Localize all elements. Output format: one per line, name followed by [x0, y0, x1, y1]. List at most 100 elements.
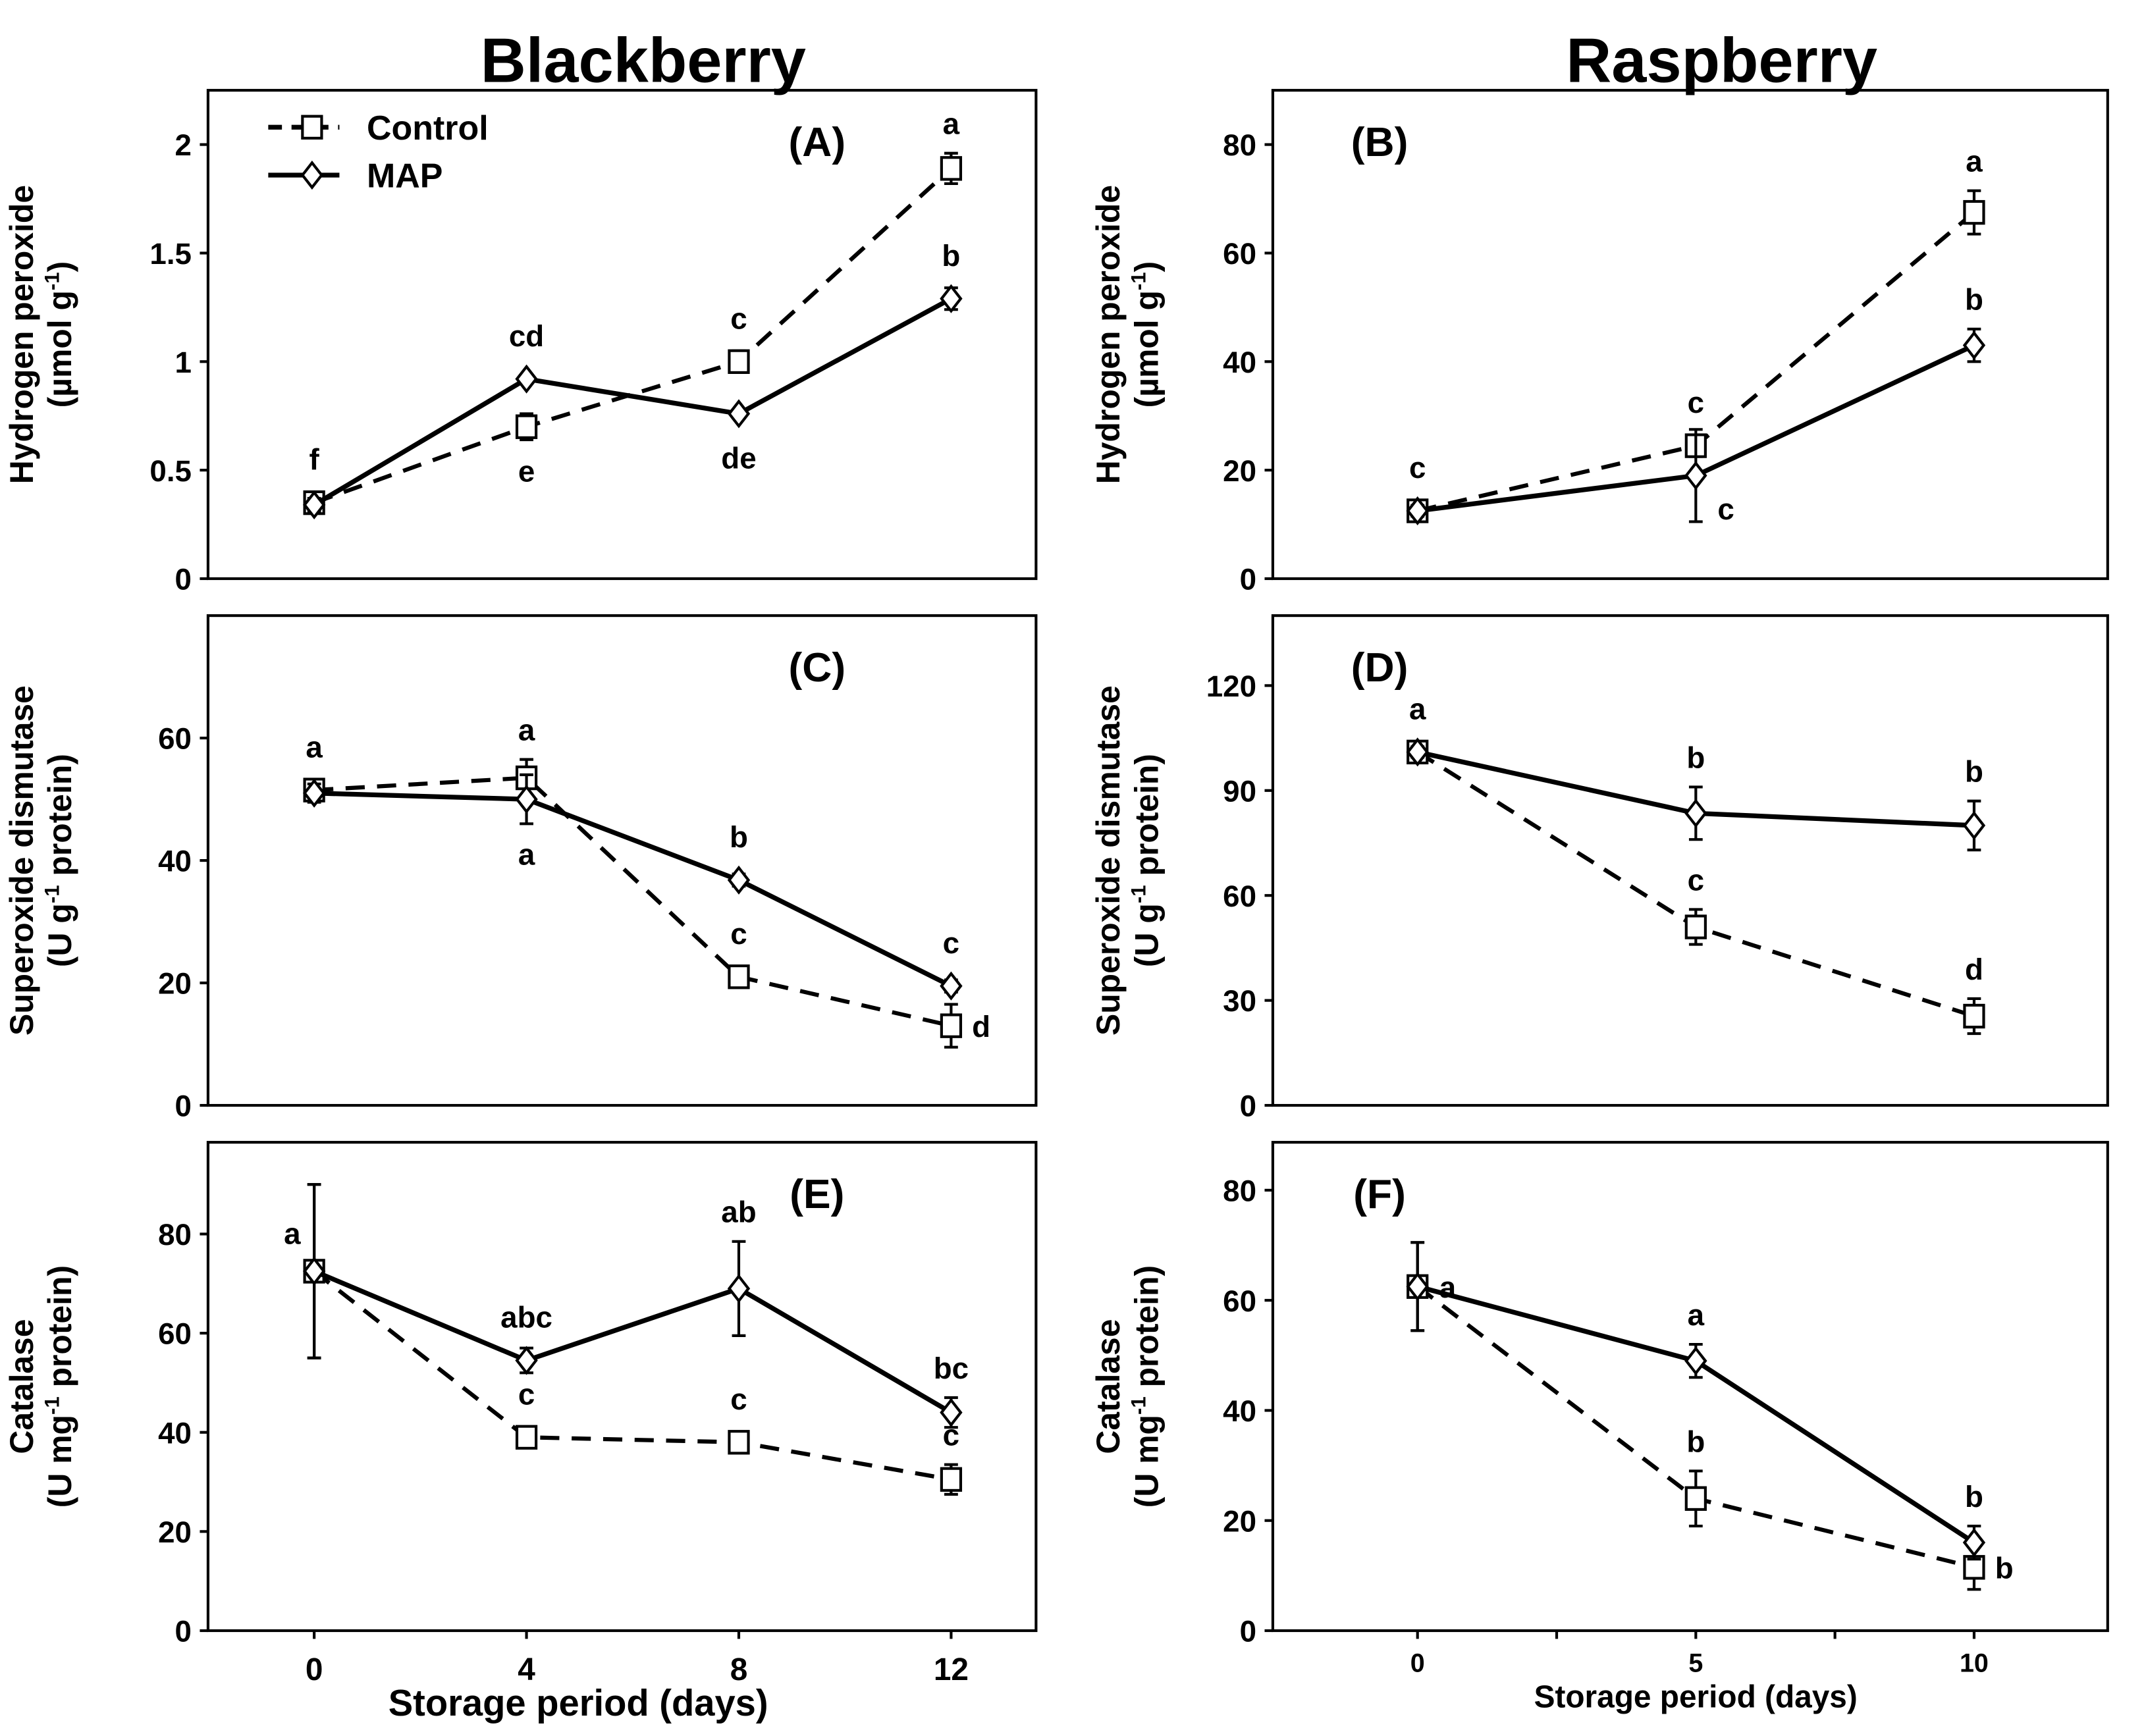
- panel-label: (F): [1353, 1172, 1406, 1217]
- panel-d: 0 30 60 90 120 Superoxide dismutase(U g-1 pro…: [1090, 614, 2109, 1123]
- x-tick-label: 0: [306, 1652, 323, 1687]
- y-tick-label: 80: [158, 1218, 192, 1251]
- y-tick-label: 40: [1223, 346, 1256, 379]
- y-axis-label-line2-end: protein): [1128, 754, 1165, 885]
- diamond-marker: [1962, 330, 1986, 360]
- diamond-marker: [515, 784, 538, 814]
- x-tick-label: 12: [934, 1652, 969, 1687]
- series-line: [313, 1269, 952, 1482]
- plot-frame: [206, 1141, 1038, 1633]
- y-axis-label-line2-end: ): [41, 261, 78, 273]
- diamond-marker: [940, 1398, 963, 1427]
- y-tick-label: 120: [1206, 670, 1256, 703]
- legend: Control MAP: [268, 109, 489, 196]
- diamond-marker: [302, 778, 326, 808]
- y-axis-label-line1: Superoxide dismutase: [3, 685, 40, 1036]
- y-tick-label: 90: [1223, 774, 1256, 808]
- significance-letter: b: [1686, 741, 1705, 774]
- significance-letter: abc: [500, 1301, 552, 1334]
- significance-letter: a: [1688, 1298, 1705, 1332]
- significance-letter: a: [1409, 692, 1426, 725]
- square-marker: [1963, 199, 1985, 225]
- diamond-marker: [1406, 1272, 1429, 1302]
- square-marker: [728, 964, 750, 989]
- diamond-marker: [300, 160, 324, 190]
- significance-letter: a: [518, 838, 535, 872]
- significance-letter: d: [972, 1010, 990, 1043]
- significance-letter: c: [1409, 451, 1426, 485]
- y-tick-label: 60: [1223, 1284, 1256, 1318]
- significance-letter: a: [518, 714, 535, 747]
- y-tick-label: 40: [1223, 1394, 1256, 1428]
- significance-letter: c: [1688, 386, 1704, 419]
- significance-letter: b: [1965, 1480, 1983, 1513]
- square-marker: [301, 115, 323, 140]
- y-tick-label: 80: [1223, 1174, 1256, 1208]
- y-tick-label: 40: [158, 845, 192, 878]
- y-axis-label-line1: Hydrogen peroxide: [1090, 185, 1127, 484]
- y-axis-label: Catalase(U mg-1 protein): [1090, 1265, 1165, 1508]
- y-tick-label: 20: [1223, 1504, 1256, 1538]
- significance-letter: a: [1966, 145, 1983, 178]
- y-axis-label-superscript: -1: [40, 272, 63, 290]
- y-axis-label: Superoxide dismutase(U g-1 protein): [3, 685, 78, 1036]
- diamond-marker: [727, 399, 751, 429]
- y-axis-label-line2: (U mg: [41, 1415, 78, 1508]
- panel-label: (C): [789, 645, 846, 691]
- series-map: [302, 284, 963, 519]
- y-axis-label-superscript: -1: [1127, 885, 1150, 903]
- significance-letter: b: [1686, 1425, 1705, 1458]
- square-marker: [728, 1430, 750, 1455]
- y-axis-label-line1: Catalase: [1090, 1319, 1127, 1454]
- series-line: [313, 296, 953, 508]
- significance-letter: c: [730, 302, 747, 335]
- significance-letter: c: [730, 917, 747, 951]
- y-tick-label: 60: [158, 1317, 192, 1351]
- y-tick-label: 20: [158, 967, 192, 1001]
- series-control: [303, 1183, 963, 1496]
- series-control: [1407, 739, 1985, 1036]
- panel-c: 0 20 40 60 Superoxide dismutase(U g-1 protei…: [3, 614, 1038, 1123]
- significance-letter: b: [1965, 283, 1983, 317]
- x-tick-label: 5: [1688, 1648, 1703, 1677]
- panel-label: (A): [789, 120, 846, 165]
- significance-letter: d: [1965, 953, 1983, 986]
- y-axis-label: Superoxide dismutase(U g-1 protein): [1090, 685, 1165, 1036]
- x-axis-label: Storage period (days): [1534, 1679, 1858, 1714]
- y-axis-label-line2-end: protein): [41, 1265, 78, 1396]
- significance-letter: b: [1995, 1551, 2014, 1585]
- plot-frame: [1271, 89, 2109, 581]
- x-tick-label: 4: [518, 1652, 535, 1687]
- diamond-marker: [515, 1346, 538, 1375]
- square-marker: [940, 156, 963, 181]
- significance-letter: c: [943, 926, 959, 960]
- diamond-marker: [302, 1256, 326, 1286]
- significance-letter: c: [730, 1382, 747, 1416]
- diamond-marker: [515, 364, 538, 394]
- y-axis-label-line1: Catalase: [3, 1319, 40, 1454]
- diamond-marker: [1684, 799, 1707, 828]
- y-axis-label-line2-end: ): [1128, 261, 1165, 273]
- y-axis-label-line2: (µmol g: [41, 290, 78, 408]
- plot-frame: [1271, 1141, 2109, 1633]
- diamond-marker: [1684, 1346, 1707, 1376]
- significance-letter: a: [306, 730, 323, 764]
- significance-letter: a: [1439, 1271, 1457, 1304]
- y-tick-label: 1: [175, 346, 192, 379]
- panel-e: 0 20 40 60 80 0 4 8 12 Storage period (days) Catal…: [3, 1141, 1038, 1723]
- legend-label: Control: [367, 109, 489, 147]
- panel-label: (D): [1351, 645, 1408, 691]
- diamond-marker: [727, 1274, 751, 1303]
- y-tick-label: 0: [175, 1090, 192, 1123]
- y-axis-label-superscript: -1: [1127, 272, 1150, 290]
- series-line: [313, 167, 953, 505]
- significance-letter: c: [1688, 863, 1704, 897]
- significance-letter: a: [284, 1217, 301, 1250]
- y-tick-label: 30: [1223, 984, 1256, 1018]
- series-control: [303, 758, 963, 1049]
- series-line: [314, 791, 953, 988]
- title-raspberry: Raspberry: [1566, 26, 1877, 96]
- series-map: [1406, 327, 1986, 526]
- legend-item-control: Control: [268, 109, 489, 147]
- plot-frame: [206, 614, 1038, 1107]
